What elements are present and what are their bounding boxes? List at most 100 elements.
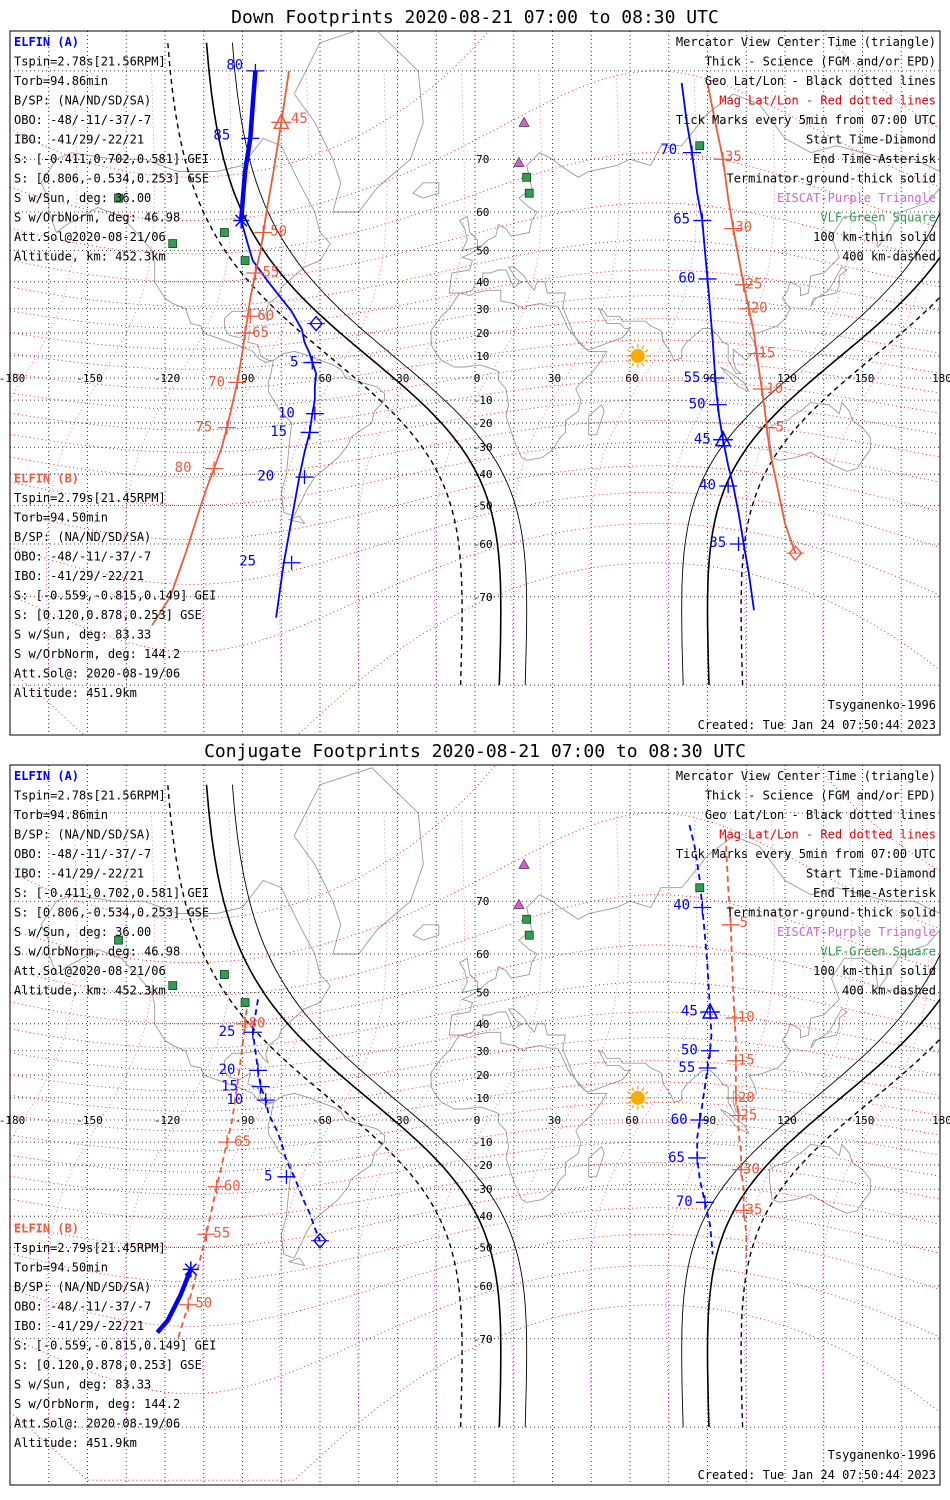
tick-label: 15 (758, 346, 775, 362)
probe-a-label: ELFIN (A) (14, 769, 79, 783)
probe-a-info-line: S w/Sun, deg: 36.00 (14, 925, 151, 939)
mag-parallel (10, 1081, 940, 1132)
lon-label: 0 (474, 1114, 481, 1127)
tick-label: 70 (660, 142, 677, 158)
legend-entry: Mercator View Center Time (triangle) (676, 769, 936, 783)
probe-b-info-line: B/SP: (NA/ND/SD/SA) (14, 530, 151, 544)
probe-b-info-line: B/SP: (NA/ND/SD/SA) (14, 1280, 151, 1294)
probe-a-info-line: OBO: -48/-11/-37/-7 (14, 113, 151, 127)
tick-label: 65 (234, 1134, 251, 1150)
lon-label: -30 (390, 372, 410, 385)
vlf-square (220, 228, 229, 237)
probe-a-info-line: IBO: -41/29/-22/21 (14, 867, 144, 881)
terminator (231, 784, 528, 1428)
vlf-square (524, 930, 534, 940)
mag-parallel (10, 562, 940, 735)
probe-a-info-line: S w/Sun, deg: 36.00 (14, 191, 151, 205)
probe-b-info-line: S w/Sun, deg: 83.33 (14, 1378, 151, 1392)
tick-label: 70 (208, 374, 225, 390)
tick-label: 30 (743, 1161, 760, 1177)
lat-label: 60 (476, 206, 489, 219)
tick-label: 55 (213, 1226, 230, 1242)
tick-label: 50 (681, 1042, 698, 1058)
tick-label: 25 (746, 276, 763, 292)
lon-label: -180 (0, 1114, 25, 1127)
eiscat-triangle (513, 898, 525, 909)
terminator-lines (167, 42, 940, 686)
mag-parallel (10, 31, 940, 178)
panel-title: Down Footprints 2020-08-21 07:00 to 08:3… (231, 7, 719, 28)
lat-label: 70 (476, 153, 489, 166)
lon-label: 150 (855, 372, 875, 385)
lon-label: 120 (777, 1114, 797, 1127)
tick-label: 35 (725, 149, 742, 165)
view-center-triangle (714, 430, 732, 447)
tick-label: 20 (751, 300, 768, 316)
tick-label: 65 (252, 325, 269, 341)
lon-label: -120 (154, 372, 181, 385)
vlf-square (522, 172, 532, 182)
lat-label: -50 (473, 1241, 493, 1254)
created-timestamp: Created: Tue Jan 24 07:50:44 2023 (698, 1468, 936, 1482)
info-text: ELFIN (A) Tspin=2.78s[21.56RPM] Torb=94.86… (14, 35, 937, 732)
lat-label: -70 (473, 1333, 493, 1346)
probe-b-info-line: IBO: -41/29/-22/21 (14, 1319, 144, 1333)
coastline (588, 403, 605, 436)
lon-label: 30 (548, 372, 561, 385)
legend-entry: EISCAT-Purple Triangle (777, 191, 936, 205)
mag-meridian (510, 812, 620, 1428)
coastline (293, 31, 424, 213)
vlf-square (695, 141, 705, 151)
vlf-square (695, 883, 705, 893)
tick-label: 65 (668, 1150, 685, 1166)
axis-labels: -180 -150 -120 -90 -60 -30 0 30 60 90 120 150 180706… (0, 153, 950, 604)
probe-a-info-line: S: [0.806,-0.534,0.253] GSE (14, 906, 209, 920)
mag-parallel (10, 339, 940, 390)
vlf-square (240, 256, 250, 265)
lon-label: -120 (154, 1114, 181, 1127)
probe-b-info-line: S: [0.120,0.878,0.253] GSE (14, 608, 202, 622)
mag-meridian (588, 70, 698, 686)
sun-icon (625, 343, 650, 368)
elfin-b-track (724, 835, 748, 1258)
tick-label: 50 (270, 224, 287, 240)
lat-label: -20 (473, 417, 493, 430)
probe-b-info-line: Altitude: 451.9km (14, 1436, 137, 1450)
lat-label: 40 (476, 276, 489, 289)
lat-label: -10 (473, 394, 493, 407)
legend-entry: Mag Lat/Lon - Red dotted lines (719, 828, 936, 842)
probe-a-info-line: Torb=94.86min (14, 74, 108, 88)
mag-parallel (10, 269, 940, 329)
station-markers (114, 116, 705, 368)
mag-parallel (10, 812, 940, 963)
down-footprints-panel: Down Footprints 2020-08-21 07:00 to 08:3… (0, 7, 950, 736)
mag-parallel (10, 981, 940, 1049)
legend-entry: End Time-Asterisk (813, 152, 937, 166)
mag-parallel (10, 1141, 940, 1195)
coastline (40, 879, 331, 1106)
tick-label: 45 (681, 1003, 698, 1019)
elfin-a-track (251, 999, 321, 1242)
probe-b-info-line: S w/Sun, deg: 83.33 (14, 628, 151, 642)
terminator (740, 1038, 940, 1428)
probe-a-info-line: S: [-0.411,0.702,0.581] GEI (14, 152, 209, 166)
footprint-tracks: 2520151051806560555040455055606570510152… (155, 824, 762, 1340)
lon-label: 180 (932, 372, 950, 385)
mag-meridian (433, 70, 543, 686)
coastline (769, 1143, 871, 1214)
mag-parallel (10, 295, 940, 350)
lat-label: 20 (476, 327, 489, 340)
probe-a-info-line: S w/OrbNorm, deg: 46.98 (14, 945, 180, 959)
mag-parallel (10, 1121, 940, 1173)
probe-a-label: ELFIN (A) (14, 35, 79, 49)
elfin-a-science-segment (155, 1268, 193, 1334)
tick-label: 25 (239, 553, 256, 569)
lon-label: 30 (548, 1114, 561, 1127)
tick-label: 35 (709, 535, 726, 551)
mag-meridian (355, 70, 465, 686)
end-time-asterisk (235, 214, 248, 227)
probe-b-info-line: S w/OrbNorm, deg: 144.2 (14, 1397, 180, 1411)
tick-label: 80 (175, 460, 192, 476)
tick-label: 55 (684, 370, 701, 386)
mag-parallel (10, 441, 940, 506)
